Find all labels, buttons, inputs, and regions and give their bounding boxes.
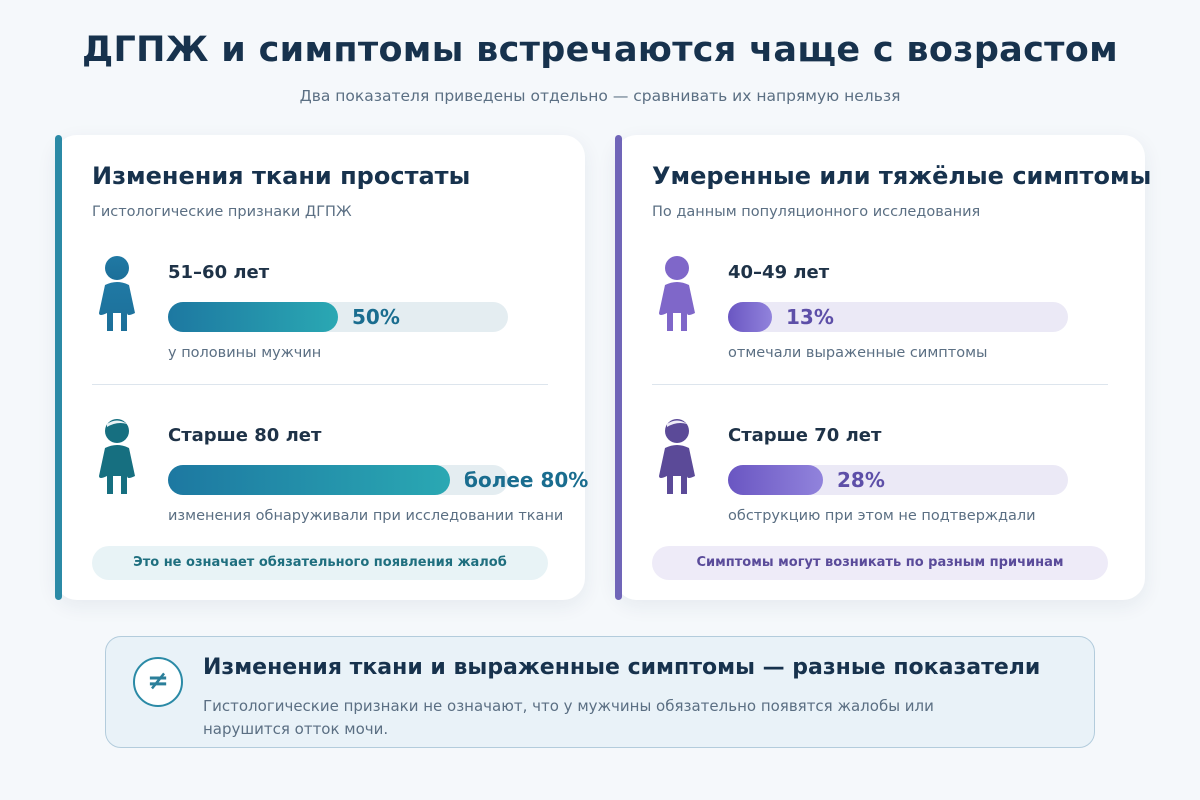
progress-fill bbox=[168, 465, 450, 495]
divider bbox=[652, 384, 1108, 385]
progress-track bbox=[728, 302, 1068, 332]
person-icon bbox=[99, 256, 135, 331]
progress-fill bbox=[168, 302, 338, 332]
progress-track bbox=[168, 302, 508, 332]
person-icon bbox=[659, 256, 695, 331]
page-title: ДГПЖ и симптомы встречаются чаще с возра… bbox=[82, 30, 1118, 70]
stat-row: Старше 70 лет 28% обструкцию при этом не… bbox=[615, 418, 1145, 524]
elderly-person-icon bbox=[659, 419, 695, 494]
stat-description: обструкцию при этом не подтверждали bbox=[728, 508, 1036, 524]
value-label: 13% bbox=[786, 305, 834, 329]
progress-fill bbox=[728, 465, 823, 495]
stat-row: 51–60 лет 50% у половины мужчин bbox=[55, 255, 585, 361]
progress-track bbox=[168, 465, 508, 495]
card-tissue-changes: Изменения ткани простаты Гистологические… bbox=[55, 135, 589, 600]
card-accent-stripe bbox=[615, 135, 622, 600]
footnote-pill: Это не означает обязательного появления … bbox=[92, 546, 548, 580]
card-symptoms: Умеренные или тяжёлые симптомы По данным… bbox=[615, 135, 1151, 600]
comparison-note: ≠ Изменения ткани и выраженные симптомы … bbox=[105, 636, 1095, 748]
progress-track bbox=[728, 465, 1068, 495]
note-text: Гистологические признаки не означают, чт… bbox=[203, 697, 934, 738]
value-label: 50% bbox=[352, 305, 400, 329]
card-title: Умеренные или тяжёлые симптомы bbox=[652, 162, 1152, 190]
stat-description: изменения обнаруживали при исследовании … bbox=[168, 508, 564, 524]
card-subtitle: По данным популяционного исследования bbox=[652, 204, 981, 220]
age-label: Старше 70 лет bbox=[728, 425, 882, 446]
progress-fill bbox=[728, 302, 772, 332]
age-label: 51–60 лет bbox=[168, 262, 270, 283]
stat-description: отмечали выраженные симптомы bbox=[728, 345, 988, 361]
not-equal-icon: ≠ bbox=[133, 657, 183, 707]
value-label: более 80% bbox=[464, 468, 589, 492]
age-label: Старше 80 лет bbox=[168, 425, 322, 446]
page-subtitle: Два показателя приведены отдельно — срав… bbox=[299, 87, 901, 105]
footnote-pill: Симптомы могут возникать по разным причи… bbox=[652, 546, 1108, 580]
note-title: Изменения ткани и выраженные симптомы — … bbox=[203, 655, 1041, 680]
card-title: Изменения ткани простаты bbox=[92, 162, 471, 190]
divider bbox=[92, 384, 548, 385]
stat-row: 40–49 лет 13% отмечали выраженные симпто… bbox=[615, 255, 1145, 361]
stat-row: Старше 80 лет более 80% изменения обнару… bbox=[55, 418, 589, 524]
age-label: 40–49 лет bbox=[728, 262, 830, 283]
card-accent-stripe bbox=[55, 135, 62, 600]
value-label: 28% bbox=[837, 468, 885, 492]
elderly-person-icon bbox=[99, 419, 135, 494]
stat-description: у половины мужчин bbox=[168, 345, 322, 361]
card-subtitle: Гистологические признаки ДГПЖ bbox=[92, 204, 352, 220]
